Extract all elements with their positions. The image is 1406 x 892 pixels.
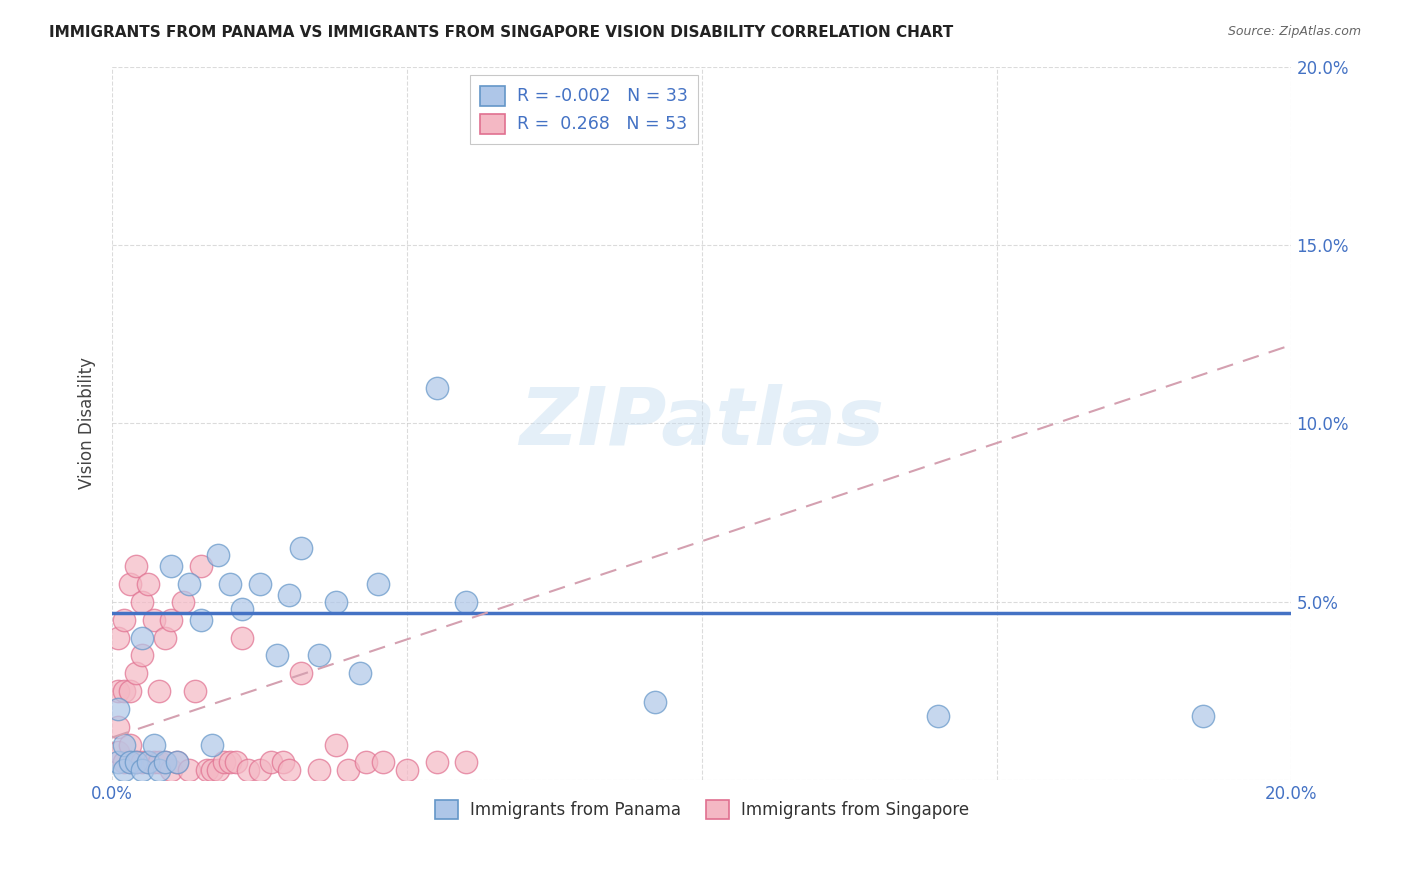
Point — [131, 595, 153, 609]
Point — [290, 541, 312, 556]
Point — [142, 738, 165, 752]
Point — [112, 684, 135, 698]
Point — [1192, 709, 1215, 723]
Point — [195, 763, 218, 777]
Point — [201, 763, 224, 777]
Point — [118, 738, 141, 752]
Point — [214, 756, 236, 770]
Text: IMMIGRANTS FROM PANAMA VS IMMIGRANTS FROM SINGAPORE VISION DISABILITY CORRELATIO: IMMIGRANTS FROM PANAMA VS IMMIGRANTS FRO… — [49, 25, 953, 40]
Point — [219, 577, 242, 591]
Point — [172, 595, 194, 609]
Point — [166, 756, 188, 770]
Point — [118, 756, 141, 770]
Point — [160, 613, 183, 627]
Point — [155, 756, 177, 770]
Point — [354, 756, 377, 770]
Point — [644, 695, 666, 709]
Point — [131, 648, 153, 663]
Point — [155, 631, 177, 645]
Point — [155, 756, 177, 770]
Point — [107, 631, 129, 645]
Point — [148, 756, 170, 770]
Point — [160, 763, 183, 777]
Point — [249, 763, 271, 777]
Point — [225, 756, 247, 770]
Point — [125, 559, 148, 574]
Point — [207, 549, 229, 563]
Point — [107, 756, 129, 770]
Point — [927, 709, 949, 723]
Point — [337, 763, 360, 777]
Point — [290, 666, 312, 681]
Point — [425, 381, 447, 395]
Point — [125, 756, 148, 770]
Point — [373, 756, 395, 770]
Point — [118, 684, 141, 698]
Point — [260, 756, 283, 770]
Point — [160, 559, 183, 574]
Point — [367, 577, 389, 591]
Point — [308, 648, 330, 663]
Point — [131, 756, 153, 770]
Point — [308, 763, 330, 777]
Point — [190, 559, 212, 574]
Point — [231, 602, 253, 616]
Point — [177, 577, 200, 591]
Point — [425, 756, 447, 770]
Point — [454, 756, 477, 770]
Point — [107, 720, 129, 734]
Text: Source: ZipAtlas.com: Source: ZipAtlas.com — [1227, 25, 1361, 38]
Point — [136, 756, 159, 770]
Point — [177, 763, 200, 777]
Point — [131, 631, 153, 645]
Point — [219, 756, 242, 770]
Point — [136, 756, 159, 770]
Point — [349, 666, 371, 681]
Legend: Immigrants from Panama, Immigrants from Singapore: Immigrants from Panama, Immigrants from … — [427, 793, 976, 825]
Point — [190, 613, 212, 627]
Point — [148, 684, 170, 698]
Point — [271, 756, 294, 770]
Point — [107, 702, 129, 716]
Point — [201, 738, 224, 752]
Point — [184, 684, 207, 698]
Point — [249, 577, 271, 591]
Point — [112, 613, 135, 627]
Point — [142, 756, 165, 770]
Point — [166, 756, 188, 770]
Point — [325, 738, 347, 752]
Point — [278, 763, 301, 777]
Point — [207, 763, 229, 777]
Point — [231, 631, 253, 645]
Point — [125, 666, 148, 681]
Point — [278, 588, 301, 602]
Point — [112, 763, 135, 777]
Point — [112, 738, 135, 752]
Text: ZIPatlas: ZIPatlas — [519, 384, 884, 462]
Point — [118, 577, 141, 591]
Point — [142, 613, 165, 627]
Point — [107, 745, 129, 759]
Point — [112, 756, 135, 770]
Point — [118, 756, 141, 770]
Y-axis label: Vision Disability: Vision Disability — [79, 358, 96, 490]
Point — [236, 763, 259, 777]
Point — [454, 595, 477, 609]
Point — [107, 684, 129, 698]
Point — [131, 763, 153, 777]
Point — [136, 577, 159, 591]
Point — [148, 763, 170, 777]
Point — [125, 756, 148, 770]
Point — [266, 648, 288, 663]
Point — [325, 595, 347, 609]
Point — [396, 763, 419, 777]
